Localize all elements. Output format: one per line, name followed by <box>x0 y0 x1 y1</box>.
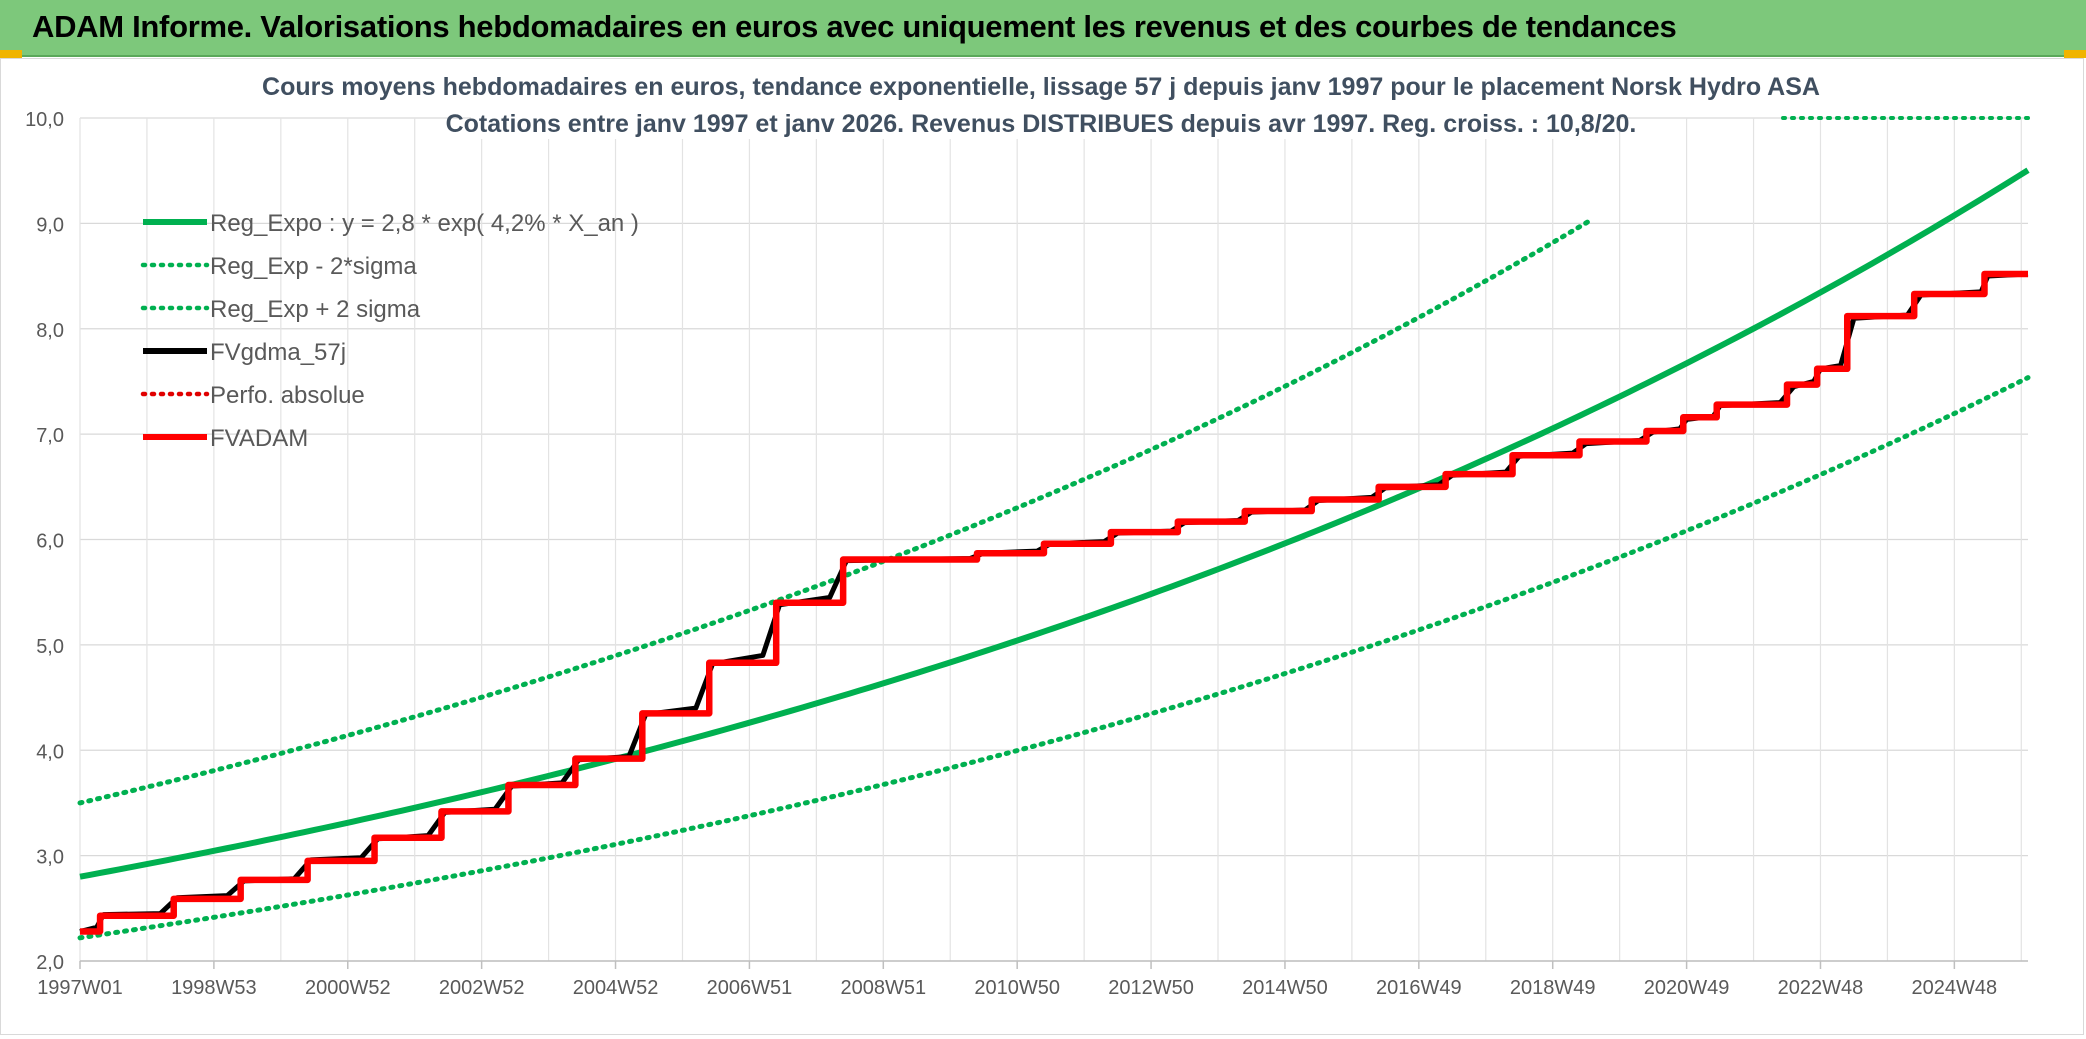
x-tick-label: 2014W50 <box>1242 977 1328 999</box>
y-tick-label: 9,0 <box>36 214 64 236</box>
x-tick-label: 1997W01 <box>37 977 123 999</box>
plot-series <box>77 116 2031 941</box>
y-tick-label: 5,0 <box>36 636 64 658</box>
chart-title: Cours moyens hebdomadaires en euros, ten… <box>262 73 1820 101</box>
y-tick-label: 10,0 <box>25 109 64 131</box>
y-tick-label: 8,0 <box>36 320 64 342</box>
y-tick-label: 6,0 <box>36 531 64 553</box>
chart-legend: Reg_Expo : y = 2,8 * exp( 4,2% * X_an ) R… <box>140 210 639 452</box>
reg-expo-line <box>79 167 2030 880</box>
chart-subtitle: Cotations entre janv 1997 et janv 2026. … <box>446 110 1637 138</box>
x-tick-label: 2018W49 <box>1510 977 1596 999</box>
x-tick-label: 2020W49 <box>1644 977 1730 999</box>
report-title: ADAM Informe. Valorisations hebdomadaire… <box>32 9 1677 44</box>
x-tick-label: 2006W51 <box>707 977 793 999</box>
x-tick-label: 2024W48 <box>1912 977 1998 999</box>
x-tick-label: 2016W49 <box>1376 977 1462 999</box>
fvadam-line <box>80 270 2028 935</box>
x-tick-label: 2000W52 <box>305 977 391 999</box>
legend-label: FVADAM <box>210 425 308 452</box>
legend-label: Reg_Exp + 2 sigma <box>210 296 421 323</box>
x-tick-label: 2004W52 <box>573 977 659 999</box>
y-tick-label: 4,0 <box>36 741 64 763</box>
x-tick-label: 2002W52 <box>439 977 525 999</box>
legend-label: Reg_Expo : y = 2,8 * exp( 4,2% * X_an ) <box>210 210 639 237</box>
chart-grid <box>79 117 2028 962</box>
x-tick-label: 2022W48 <box>1778 977 1864 999</box>
y-tick-label: 7,0 <box>36 425 64 447</box>
legend-label: Perfo. absolue <box>210 382 365 409</box>
title-backdrop-2 <box>471 103 1611 139</box>
x-tick-label: 1998W53 <box>171 977 257 999</box>
y-tick-label: 2,0 <box>36 952 64 974</box>
line-chart: 2,0 3,0 4,0 5,0 6,0 7,0 8,0 9,0 10,0 1997W01 1998… <box>25 67 2031 999</box>
x-tick-label: 2008W51 <box>840 977 926 999</box>
corner-marker-right <box>2064 50 2086 58</box>
x-tick-label: 2012W50 <box>1108 977 1194 999</box>
y-tick-label: 3,0 <box>36 847 64 869</box>
fvgdma-57j-line <box>79 271 2029 934</box>
corner-marker-left <box>0 50 22 58</box>
report-banner: ADAM Informe. Valorisations hebdomadaire… <box>0 0 2086 57</box>
reg-exp-plus-2sigma-line <box>77 216 1596 806</box>
y-axis: 2,0 3,0 4,0 5,0 6,0 7,0 8,0 9,0 10,0 <box>25 109 64 974</box>
chart-area: 2,0 3,0 4,0 5,0 6,0 7,0 8,0 9,0 10,0 1997W01 1998… <box>0 58 2084 1035</box>
reg-exp-minus-2sigma-line <box>77 375 2031 941</box>
legend-label: FVgdma_57j <box>210 339 346 366</box>
title-backdrop-1 <box>306 67 1776 103</box>
x-axis: 1997W01 1998W53 2000W52 2002W52 2004W52 2006W… <box>37 961 1997 999</box>
legend-label: Reg_Exp - 2*sigma <box>210 253 417 280</box>
x-tick-label: 2010W50 <box>974 977 1060 999</box>
